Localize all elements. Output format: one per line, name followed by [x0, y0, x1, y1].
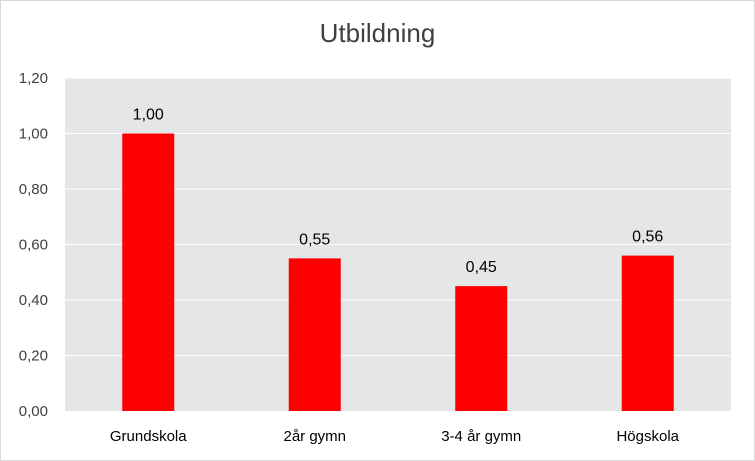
- bar-1: [122, 133, 175, 411]
- bar-3: [455, 286, 508, 411]
- x-category-label: Grundskola: [110, 428, 187, 445]
- y-tick-label: 0,20: [19, 348, 48, 365]
- chart-title: Utbildning: [319, 18, 436, 48]
- y-tick-label: 1,00: [19, 126, 48, 143]
- gridlines: [65, 77, 731, 356]
- x-category-label: Högskola: [616, 428, 679, 445]
- data-label: 0,56: [632, 229, 663, 246]
- y-axis-ticks: 0,00 0,20 0,40 0,60 0,80 1,00 1,20: [19, 70, 48, 420]
- x-category-label: 3-4 år gymn: [441, 428, 521, 445]
- bar-4: [621, 255, 674, 411]
- x-category-label: 2år gymn: [283, 428, 346, 445]
- data-label: 1,00: [133, 107, 164, 124]
- data-label: 0,55: [299, 231, 330, 248]
- bars: [122, 133, 674, 411]
- y-tick-label: 1,20: [19, 70, 48, 87]
- data-label: 0,45: [466, 259, 497, 276]
- bar-2: [288, 258, 341, 411]
- x-axis-categories: Grundskola 2år gymn 3-4 år gymn Högskola: [110, 428, 680, 445]
- y-tick-label: 0,80: [19, 181, 48, 198]
- y-tick-label: 0,00: [19, 403, 48, 420]
- data-labels: 1,00 0,55 0,45 0,56: [133, 107, 664, 277]
- y-tick-label: 0,40: [19, 292, 48, 309]
- y-tick-label: 0,60: [19, 237, 48, 254]
